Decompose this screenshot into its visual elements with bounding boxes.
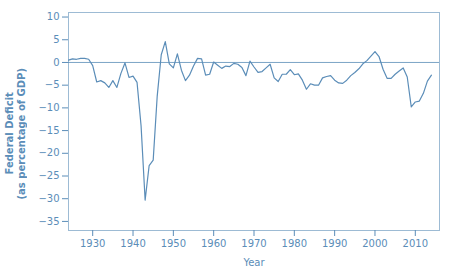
svg-text:Year: Year xyxy=(242,257,265,268)
svg-text:1960: 1960 xyxy=(201,238,226,249)
svg-text:2000: 2000 xyxy=(362,238,387,249)
svg-text:−15: −15 xyxy=(38,125,59,136)
svg-text:5: 5 xyxy=(53,34,59,45)
svg-text:1950: 1950 xyxy=(161,238,186,249)
svg-text:−30: −30 xyxy=(38,193,59,204)
svg-text:−20: −20 xyxy=(38,147,59,158)
html-text:Federal Deficit (as percentage: Federal Deficit (as percentage of GDP) xyxy=(4,68,27,200)
svg-text:1980: 1980 xyxy=(282,238,307,249)
svg-text:−5: −5 xyxy=(45,79,60,90)
svg-text:0: 0 xyxy=(53,57,59,68)
svg-text:−35: −35 xyxy=(38,216,59,227)
svg-text:1930: 1930 xyxy=(80,238,105,249)
svg-text:1940: 1940 xyxy=(120,238,145,249)
svg-text:−25: −25 xyxy=(38,170,59,181)
svg-text:1990: 1990 xyxy=(322,238,347,249)
svg-text:2010: 2010 xyxy=(403,238,428,249)
svg-text:10: 10 xyxy=(47,11,60,22)
svg-text:1970: 1970 xyxy=(241,238,266,249)
svg-text:−10: −10 xyxy=(38,102,59,113)
